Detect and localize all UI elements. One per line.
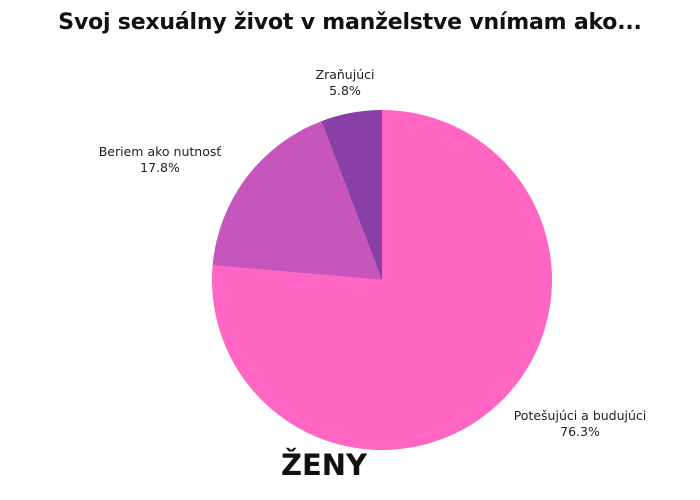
slice-label-name: Zraňujúci bbox=[315, 67, 375, 82]
slice-label-value: 5.8% bbox=[329, 83, 361, 98]
slice-label-nutnost: Beriem ako nutnosť 17.8% bbox=[80, 144, 240, 176]
slice-label-potesujuci: Potešujúci a budujúci 76.3% bbox=[505, 408, 655, 440]
slice-label-value: 76.3% bbox=[560, 424, 600, 439]
pie-slice-2 bbox=[321, 110, 382, 280]
pie-slice-1 bbox=[212, 121, 382, 280]
slice-label-zranujuci: Zraňujúci 5.8% bbox=[290, 67, 400, 99]
slice-label-name: Beriem ako nutnosť bbox=[98, 144, 222, 159]
chart-title: Svoj sexuálny život v manželstve vnímam … bbox=[58, 10, 642, 35]
pie-slice-0 bbox=[212, 110, 553, 451]
slice-label-name: Potešujúci a budujúci bbox=[513, 408, 647, 423]
chart-subtitle: ŽENY bbox=[280, 448, 368, 482]
slice-label-value: 17.8% bbox=[140, 160, 180, 175]
pie-slices bbox=[212, 110, 553, 451]
